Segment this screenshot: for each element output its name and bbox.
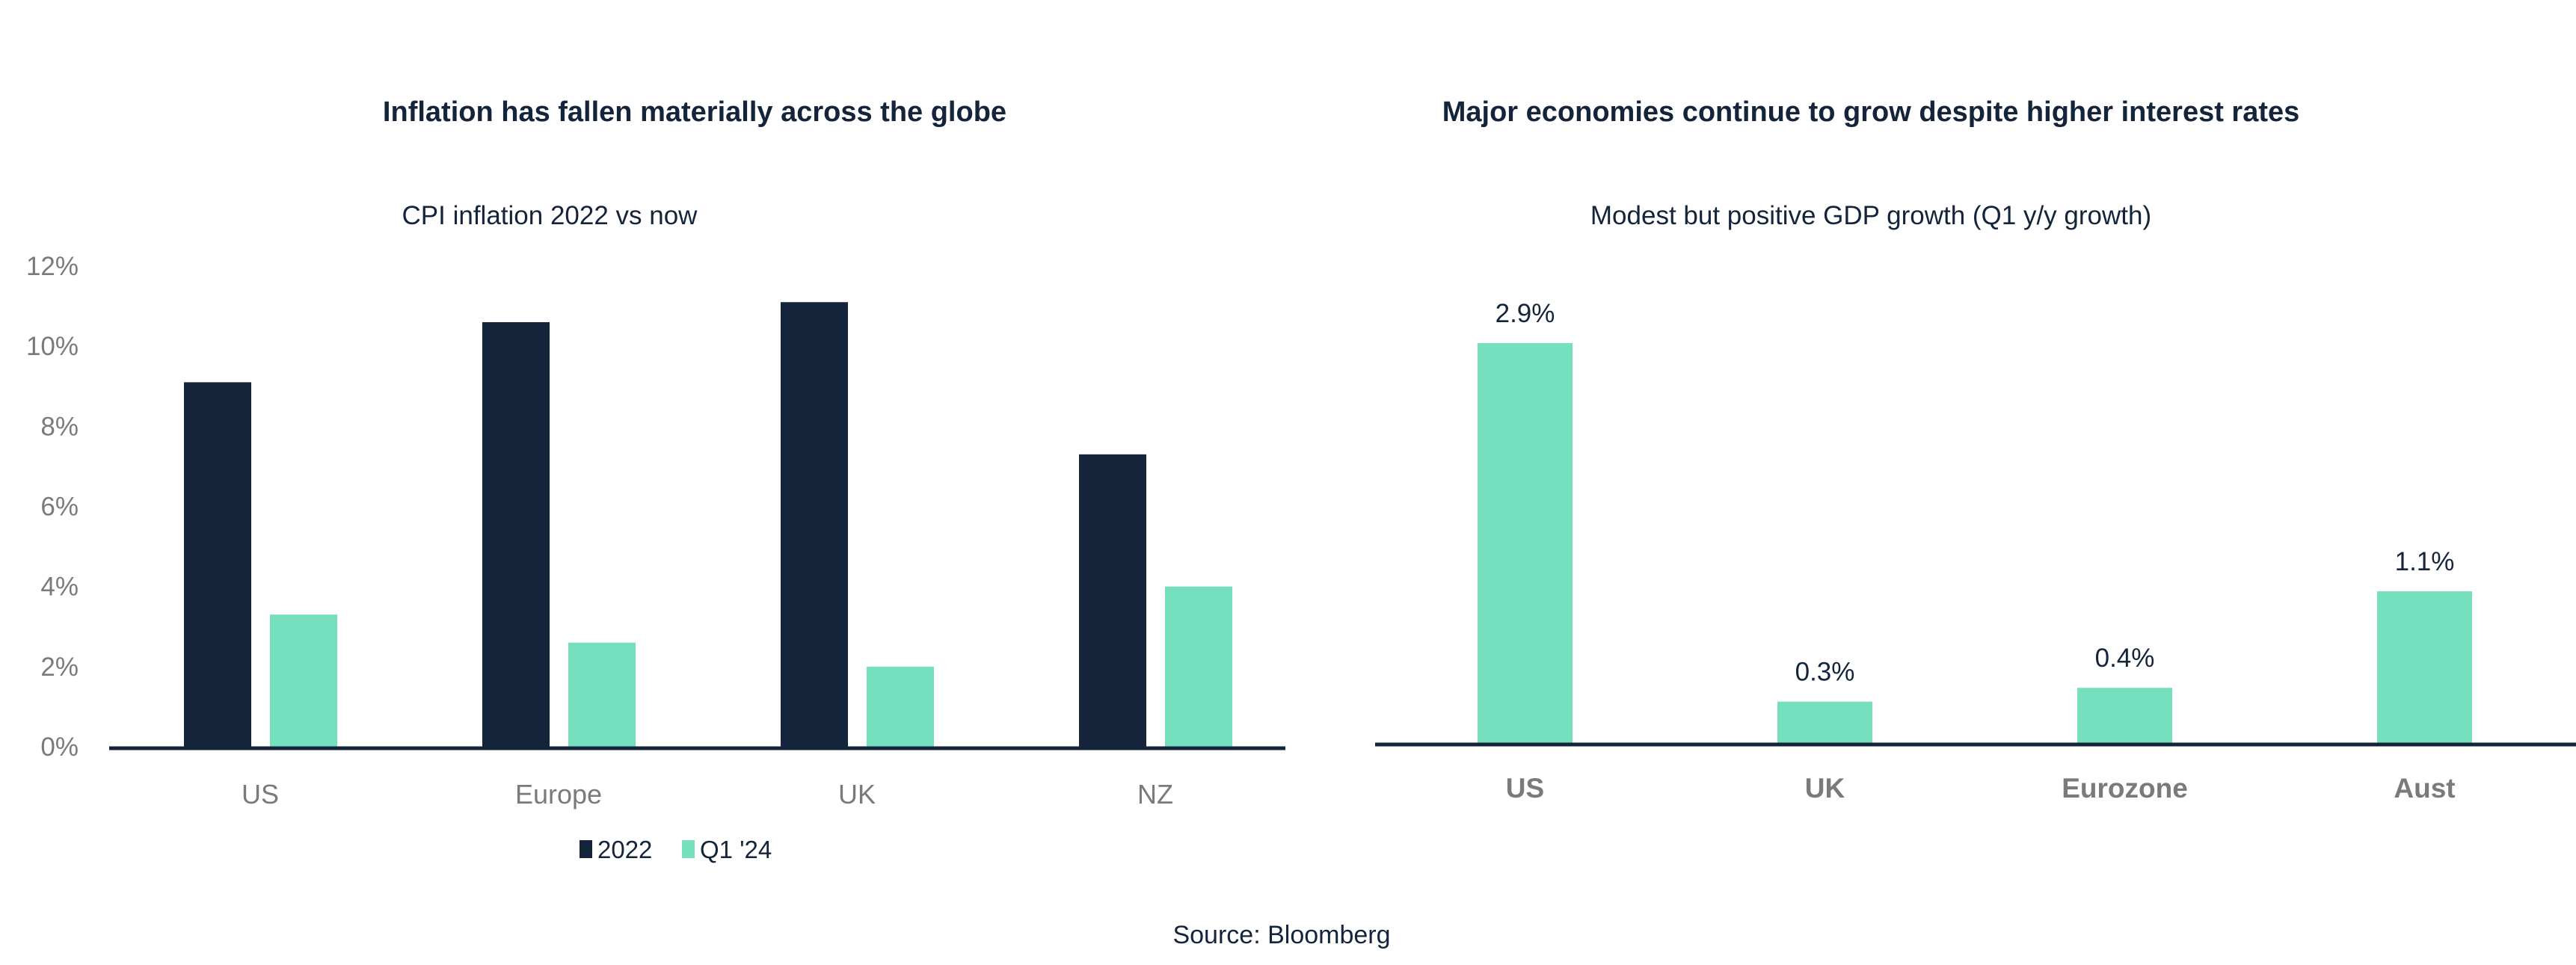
- x-category-label: NZ: [1137, 779, 1173, 810]
- bar-us-2022: [184, 382, 251, 747]
- legend-swatch: [682, 840, 695, 858]
- data-label: 0.4%: [2095, 644, 2155, 673]
- y-tick-label: 12%: [26, 252, 79, 281]
- bar-aust: [2377, 591, 2472, 743]
- bar-uk-2022: [781, 302, 848, 747]
- source-note: Source: Bloomberg: [1172, 921, 1390, 949]
- legend: 2022 Q1 '24: [580, 836, 772, 863]
- y-tick-label: 2%: [40, 653, 79, 682]
- y-tick-label: 10%: [26, 332, 79, 361]
- left-plot-area: 0% 2% 4% 6% 8% 10% 12% US Europe UK NZ: [26, 252, 1285, 810]
- data-label: 1.1%: [2395, 547, 2455, 576]
- y-tick-label: 6%: [40, 493, 79, 522]
- bar-nz-q1-24: [1165, 586, 1232, 747]
- x-category-label: US: [1506, 773, 1544, 804]
- bar-us: [1478, 343, 1573, 743]
- x-category-label: UK: [1805, 773, 1845, 804]
- bar-europe-q1-24: [568, 642, 636, 747]
- legend-swatch: [580, 840, 592, 858]
- bar-uk-q1-24: [867, 666, 934, 747]
- bar-europe-2022: [482, 322, 550, 747]
- legend-label: Q1 '24: [700, 836, 772, 863]
- data-label: 0.3%: [1795, 658, 1855, 687]
- y-tick-label: 8%: [40, 412, 79, 441]
- legend-label: 2022: [597, 836, 652, 863]
- y-tick-label: 4%: [40, 573, 79, 602]
- y-tick-label: 0%: [40, 733, 79, 762]
- left-chart-title: Inflation has fallen materially across t…: [383, 96, 1006, 128]
- bar-uk: [1777, 701, 1872, 743]
- x-category-label: UK: [838, 779, 876, 810]
- data-label: 2.9%: [1496, 299, 1555, 328]
- bar-nz-2022: [1079, 454, 1146, 747]
- bar-us-q1-24: [270, 614, 337, 747]
- right-plot-area: 2.9% US 0.3% UK 0.4% Eurozone 1.1% Aust: [1375, 299, 2576, 804]
- x-category-label: Europe: [515, 779, 602, 810]
- x-category-label: US: [242, 779, 279, 810]
- x-category-label: Eurozone: [2062, 773, 2188, 804]
- bar-eurozone: [2077, 688, 2172, 743]
- right-chart-subtitle: Modest but positive GDP growth (Q1 y/y g…: [1590, 201, 2151, 230]
- x-category-label: Aust: [2394, 773, 2455, 804]
- left-chart-subtitle: CPI inflation 2022 vs now: [402, 201, 698, 230]
- right-chart-title: Major economies continue to grow despite…: [1442, 96, 2300, 128]
